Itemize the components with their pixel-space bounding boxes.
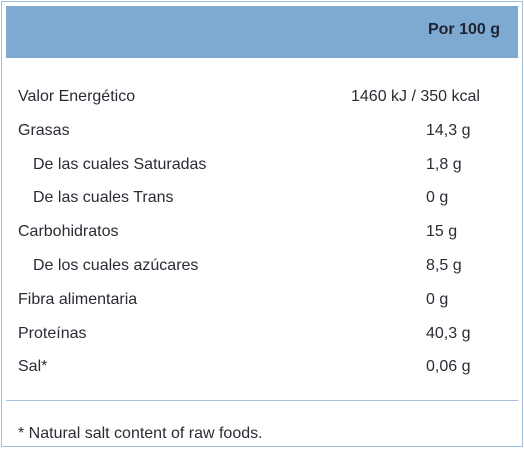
nutrient-value: 15 g: [426, 223, 458, 241]
nutrient-label: De las cuales Saturadas: [33, 155, 207, 173]
nutrient-row-fat: Grasas 14,3 g: [2, 115, 522, 149]
nutrient-value: 14,3 g: [426, 121, 471, 139]
salt-footnote: * Natural salt content of raw foods.: [18, 425, 263, 442]
nutrient-label: Proteínas: [18, 324, 87, 342]
nutrient-row-sugars: De los cuales azúcares 8,5 g: [2, 250, 522, 284]
nutrient-value: 8,5 g: [426, 256, 462, 274]
per-100g-column-header: Por 100 g: [427, 21, 500, 38]
nutrient-row-fiber: Fibra alimentaria 0 g: [2, 284, 522, 318]
nutrient-value: 1,8 g: [426, 155, 462, 173]
nutrient-row-trans-fat: De las cuales Trans 0 g: [2, 182, 522, 216]
nutrient-label: Fibra alimentaria: [18, 290, 138, 308]
nutrient-row-energy: Valor Energético 1460 kJ / 350 kcal: [2, 81, 522, 115]
nutrient-label: De las cuales Trans: [33, 189, 174, 207]
footnote-divider: [6, 400, 518, 401]
nutrient-label: Sal*: [18, 358, 48, 376]
nutrient-label: Carbohidratos: [18, 223, 119, 241]
nutrient-row-salt: Sal* 0,06 g: [2, 351, 522, 385]
nutrient-value: 40,3 g: [426, 324, 471, 342]
nutrient-value: 0 g: [426, 189, 449, 207]
table-header: Por 100 g: [6, 6, 518, 58]
nutrient-label: Grasas: [18, 121, 70, 139]
nutrient-label: Valor Energético: [18, 88, 136, 105]
nutrient-value: 0 g: [426, 290, 449, 308]
nutrient-rows: Valor Energético 1460 kJ / 350 kcal Gras…: [2, 81, 522, 385]
nutrient-value: 0,06 g: [426, 358, 471, 376]
nutrient-row-saturated-fat: De las cuales Saturadas 1,8 g: [2, 149, 522, 183]
nutrient-value: 1460 kJ / 350 kcal: [351, 88, 480, 105]
nutrient-label: De los cuales azúcares: [33, 256, 199, 274]
nutrient-row-carbohydrates: Carbohidratos 15 g: [2, 216, 522, 250]
nutrient-row-protein: Proteínas 40,3 g: [2, 318, 522, 352]
